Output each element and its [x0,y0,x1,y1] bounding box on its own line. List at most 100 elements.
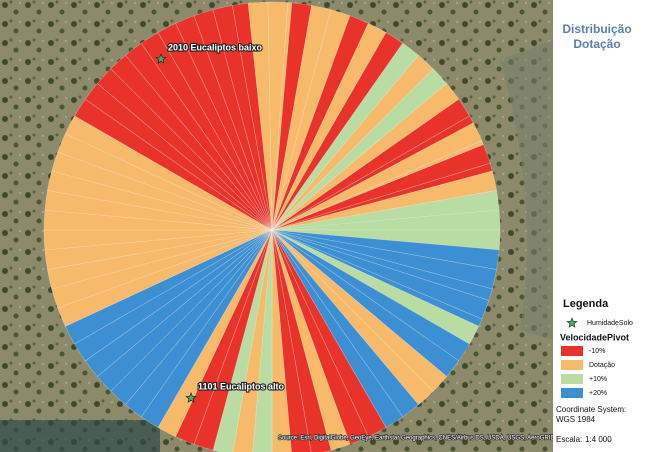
pivot-sector [271,5,332,231]
pivot-sector [271,170,497,231]
pivot-sector [271,229,483,327]
pivot-sector [232,2,273,231]
pivot-sector [271,140,484,231]
pivot-sector [271,229,404,428]
pivot-sector [271,229,493,301]
legend-swatch [561,346,583,356]
pivot-sector [64,229,273,345]
pivot-sector [212,229,273,452]
legend-panel [555,292,663,452]
pivot-sector [110,229,273,406]
pivot-sector [271,32,404,231]
legend-label: Dotação [589,362,615,369]
pivot-sector [44,190,273,231]
pivot-sector [271,54,434,231]
pivot-sector [175,15,273,231]
pivot-sector [271,229,480,345]
legend-subtitle: VelocidadePivot [560,332,629,342]
title: Distribuição [562,22,631,36]
scale-label: Escala: [556,435,582,444]
pivot-sector [271,98,470,231]
pivot-sector [271,68,448,231]
legend-title: Legenda [563,298,609,310]
pivot-sector [140,32,273,231]
pivot-sector [271,190,500,231]
legend-swatch [561,388,583,398]
pivot-sector [51,151,273,231]
pivot-sector [57,229,273,327]
pivot-sector [271,229,500,270]
pivot-sector [271,83,460,231]
pivot-sector [157,229,273,438]
terrain [500,40,553,340]
pivot-sector [193,9,273,231]
coordinate-system: Coordinate System: [556,405,626,414]
pivot-sector [84,83,273,231]
pivot-sector [271,229,497,290]
pivot-sector [271,229,351,451]
legend-label: +10% [589,376,607,383]
pivot-sector [271,144,491,231]
pivot-sector [267,1,289,231]
pivot-sector [43,229,273,251]
pivot-sector [96,229,273,392]
map-label: 2010 Eucaliptos baixo [168,42,263,52]
pivot-sector [125,42,273,231]
pivot-sector [271,229,332,452]
pivot-sector [271,209,501,231]
soil-sensor [185,392,197,403]
pivot-sector [271,229,387,438]
pivot-sector [252,229,273,452]
pivot-sector [271,162,493,231]
map-label: 1101 Eucaliptos alto [198,381,285,391]
legend-label: +20% [589,390,607,397]
pivot-sector [51,229,273,309]
pivot-sector [64,115,273,231]
pivot-sector [271,122,483,231]
pivot-sector [96,68,273,231]
legend-label: HumidadeSolo [587,320,633,327]
pivot-sector [271,229,419,418]
legend-symbol [566,317,578,328]
legend-swatch [561,360,583,370]
pivot-sector [57,133,273,231]
pivot-sector [271,229,448,392]
pivot-sector [125,229,273,418]
pivot-sector [271,2,293,231]
pivot-sector [271,9,351,231]
pivot-sectors [43,1,501,452]
pivot-sector [271,115,474,231]
pivot-sector [84,229,273,377]
coordinate-system: WGS 1984 [556,415,596,424]
pivot-sector [193,229,273,451]
pivot-sector [110,54,273,231]
pivot-sector [157,22,273,231]
soil-sensor [155,53,167,64]
scale-value: 1:4 000 [585,435,612,444]
pivot-sector [271,229,369,445]
pivot-sector [271,2,312,231]
pivot-sector [232,229,273,452]
pivot-sector [271,229,460,377]
pivot-sector [271,229,434,406]
legend-classes: -10% Dotação +10% +20% [561,346,615,398]
pivot-sector [271,42,419,231]
pivot-sector [271,229,490,320]
title: Dotação [573,37,620,51]
pivot-sector [140,229,273,428]
pivot-sector [271,229,501,251]
pivot-sector [74,229,273,362]
pivot-sector [271,22,387,231]
pivot-sector [47,229,273,290]
legend-label: -10% [589,348,605,355]
legend-swatch [561,374,583,384]
pivot-sector [271,15,369,231]
pivot-sector [271,229,312,452]
pivot-sector [271,229,470,362]
pivot-sector [247,1,273,231]
pivot-sector [47,170,273,231]
pivot-sector [175,229,273,445]
pivot-sector [212,5,273,231]
